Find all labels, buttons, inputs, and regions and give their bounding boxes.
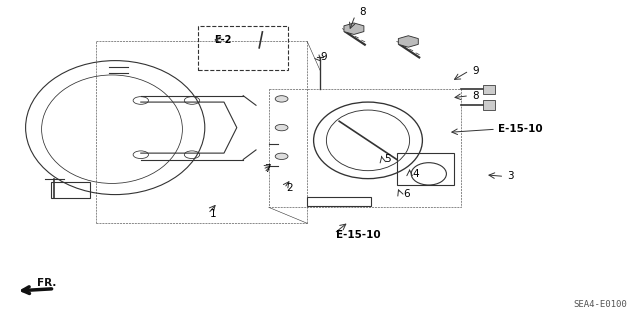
Text: 6: 6 [403, 189, 410, 199]
Text: FR.: FR. [37, 278, 56, 288]
Text: 7: 7 [264, 164, 271, 174]
Text: 8: 8 [472, 91, 479, 101]
Text: 4: 4 [413, 169, 419, 179]
Text: 9: 9 [320, 52, 326, 63]
Circle shape [275, 96, 288, 102]
FancyBboxPatch shape [483, 100, 495, 110]
FancyBboxPatch shape [483, 85, 495, 94]
Circle shape [275, 153, 288, 160]
Text: 9: 9 [472, 66, 479, 76]
Text: 5: 5 [384, 154, 390, 164]
Text: 8: 8 [360, 7, 366, 17]
Circle shape [275, 124, 288, 131]
Text: E-2: E-2 [214, 35, 232, 45]
Text: E-15-10: E-15-10 [336, 230, 381, 240]
Text: E-15-10: E-15-10 [498, 124, 543, 134]
Text: 1: 1 [210, 209, 216, 219]
Text: 2: 2 [286, 183, 292, 193]
Text: 3: 3 [507, 171, 513, 182]
Text: SEA4-E0100: SEA4-E0100 [573, 300, 627, 309]
